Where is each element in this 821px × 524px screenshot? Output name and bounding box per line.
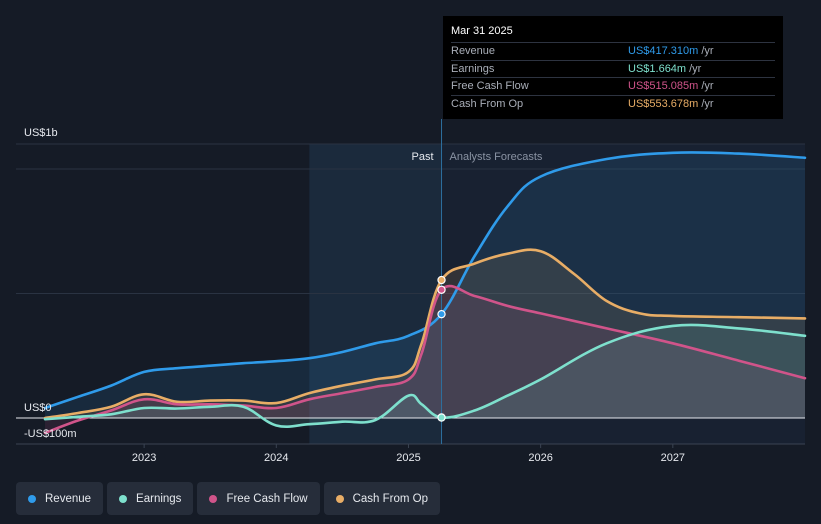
tooltip-row-earnings: Earnings US$1.664m /yr xyxy=(451,59,775,78)
tooltip-row-cash-from-op: Cash From Op US$553.678m /yr xyxy=(451,94,775,113)
earnings-area xyxy=(45,324,805,427)
x-tick-label: 2025 xyxy=(396,452,420,464)
tooltip-label: Earnings xyxy=(451,62,495,75)
legend-item-revenue[interactable]: Revenue xyxy=(16,482,104,515)
cash-from-op-marker xyxy=(437,275,446,285)
legend-label: Free Cash Flow xyxy=(226,492,308,505)
free-cash-flow-dot-icon xyxy=(209,494,218,503)
tooltip-row-revenue: Revenue US$417.310m /yr xyxy=(451,42,775,60)
tooltip-unit: /yr xyxy=(701,97,714,110)
revenue-line xyxy=(43,151,807,410)
tooltip: Mar 31 2025 Revenue US$417.310m /yr Earn… xyxy=(443,16,783,119)
tooltip-unit: /yr xyxy=(689,62,702,75)
revenue-dot-icon xyxy=(28,494,36,503)
legend-item-cash-from-op[interactable]: Cash From Op xyxy=(323,482,441,515)
x-tick-label: 2024 xyxy=(264,452,288,464)
x-tick-label: 2023 xyxy=(132,452,156,464)
free-cash-flow-marker xyxy=(437,285,446,294)
past-label: Past xyxy=(412,151,434,163)
tooltip-value: US$1.664m xyxy=(628,62,687,75)
revenue-marker xyxy=(437,309,446,319)
free-cash-flow-area xyxy=(45,286,805,433)
tooltip-value: US$515.085m xyxy=(628,80,699,92)
legend-label: Earnings xyxy=(136,492,182,505)
forecast-label: Analysts Forecasts xyxy=(450,151,543,163)
tooltip-date: Mar 31 2025 xyxy=(451,25,513,37)
revenue-area xyxy=(45,152,805,419)
tooltip-label: Revenue xyxy=(451,45,496,57)
earnings-marker xyxy=(437,413,446,422)
legend: Revenue Earnings Free Cash Flow Cash Fro… xyxy=(16,482,441,515)
legend-label: Revenue xyxy=(45,492,92,505)
earnings-dot-icon xyxy=(119,494,128,503)
cash-from-op-dot-icon xyxy=(335,494,344,503)
cash-from-op-line xyxy=(43,248,807,420)
legend-item-free-cash-flow[interactable]: Free Cash Flow xyxy=(197,482,320,515)
tooltip-label: Free Cash Flow xyxy=(451,80,529,92)
legend-item-earnings[interactable]: Earnings xyxy=(107,482,194,515)
y-tick-label: US$0 xyxy=(24,402,52,414)
x-tick-label: 2026 xyxy=(528,452,552,464)
tooltip-unit: /yr xyxy=(701,45,714,57)
y-tick-label: US$1b xyxy=(24,127,58,139)
tooltip-unit: /yr xyxy=(701,80,714,92)
tooltip-value: US$417.310m xyxy=(628,45,699,57)
legend-label: Cash From Op xyxy=(352,492,429,505)
free-cash-flow-line xyxy=(43,284,807,435)
earnings-line xyxy=(43,323,807,429)
y-tick-label: -US$100m xyxy=(24,428,77,440)
tooltip-row-free-cash-flow: Free Cash Flow US$515.085m /yr xyxy=(451,77,775,95)
x-tick-label: 2027 xyxy=(661,452,685,464)
tooltip-label: Cash From Op xyxy=(451,97,524,110)
tooltip-value: US$553.678m xyxy=(628,97,699,110)
